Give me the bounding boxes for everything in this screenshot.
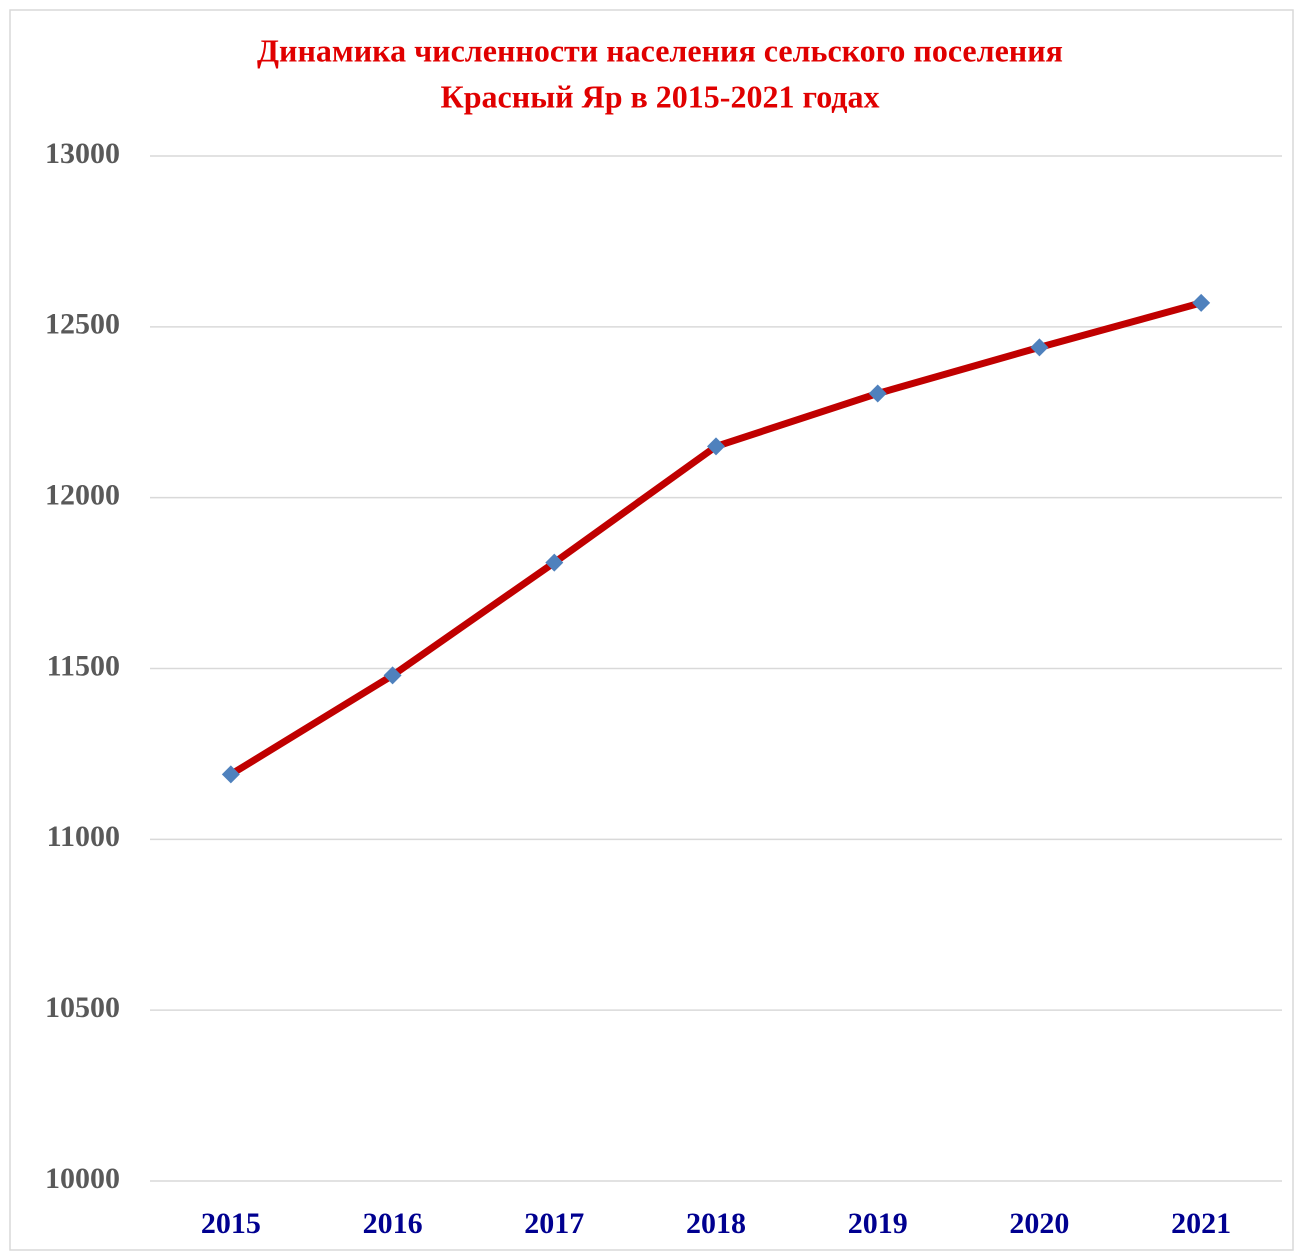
data-point — [1192, 293, 1211, 312]
y-tick-label: 11500 — [47, 649, 120, 682]
x-tick-label: 2015 — [201, 1207, 261, 1240]
x-tick-label: 2019 — [848, 1207, 908, 1240]
chart-title: Красный Яр в 2015-2021 годах — [441, 78, 880, 114]
data-point — [221, 765, 240, 784]
data-point — [707, 437, 725, 456]
y-tick-label: 10500 — [45, 991, 120, 1024]
data-point — [383, 666, 402, 685]
x-tick-label: 2016 — [363, 1207, 423, 1240]
data-point — [868, 384, 887, 403]
x-tick-label: 2018 — [686, 1207, 746, 1240]
x-tick-label: 2020 — [1009, 1207, 1069, 1240]
x-tick-label: 2021 — [1171, 1207, 1231, 1240]
y-tick-label: 13000 — [45, 137, 120, 170]
y-tick-label: 12500 — [45, 308, 120, 341]
data-point — [1030, 338, 1049, 357]
data-point — [545, 553, 564, 572]
y-tick-label: 12000 — [45, 479, 120, 512]
chart-title: Динамика численности населения сельского… — [257, 32, 1063, 68]
chart-border — [9, 9, 1294, 1251]
y-tick-label: 11000 — [47, 820, 120, 853]
y-tick-label: 10000 — [45, 1162, 120, 1195]
x-tick-label: 2017 — [524, 1207, 584, 1240]
